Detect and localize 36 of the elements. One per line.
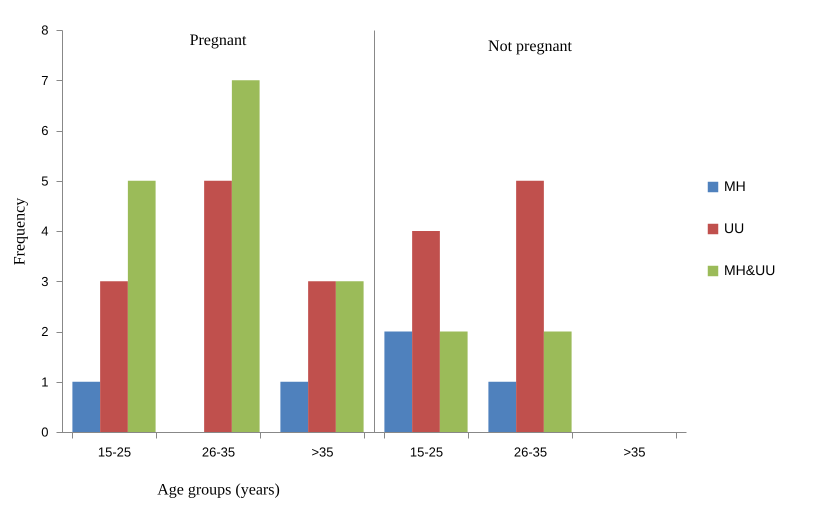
chart-title: Pregnant xyxy=(190,32,247,49)
bar xyxy=(204,180,232,432)
legend-label: UU xyxy=(724,220,744,236)
bar xyxy=(440,332,468,432)
bar xyxy=(516,180,544,432)
x-tick-label: 15-25 xyxy=(98,444,132,460)
y-axis-title: Frequency xyxy=(11,198,28,266)
bar xyxy=(232,80,260,432)
x-tick-label: >35 xyxy=(623,444,646,460)
bar xyxy=(72,382,100,432)
x-tick-label: 26-35 xyxy=(202,444,236,460)
y-tick-label: 2 xyxy=(41,324,48,339)
chart-title: Not pregnant xyxy=(488,38,573,55)
x-tick-label: 15-25 xyxy=(410,444,444,460)
y-tick-label: 4 xyxy=(41,224,48,238)
x-tick-label: >35 xyxy=(311,444,334,460)
bar xyxy=(488,382,516,432)
bar xyxy=(336,281,364,432)
y-tick-label: 6 xyxy=(41,123,48,138)
bar xyxy=(280,382,308,432)
y-tick-label: 1 xyxy=(41,374,48,390)
legend-label: MH&UU xyxy=(724,262,776,278)
bar xyxy=(412,231,440,432)
y-tick-label: 8 xyxy=(41,22,48,38)
bar xyxy=(384,332,412,432)
y-tick-label: 3 xyxy=(41,274,48,289)
y-tick-label: 5 xyxy=(41,173,48,188)
bar xyxy=(128,180,156,432)
bar xyxy=(544,332,572,432)
bar xyxy=(308,281,336,432)
bar xyxy=(100,281,128,432)
y-tick-label: 0 xyxy=(41,424,48,440)
y-tick-label: 7 xyxy=(41,72,48,88)
x-tick-label: 26-35 xyxy=(514,444,548,460)
x-axis-title: Age groups (years) xyxy=(157,482,280,498)
legend-label: MH xyxy=(724,178,746,194)
